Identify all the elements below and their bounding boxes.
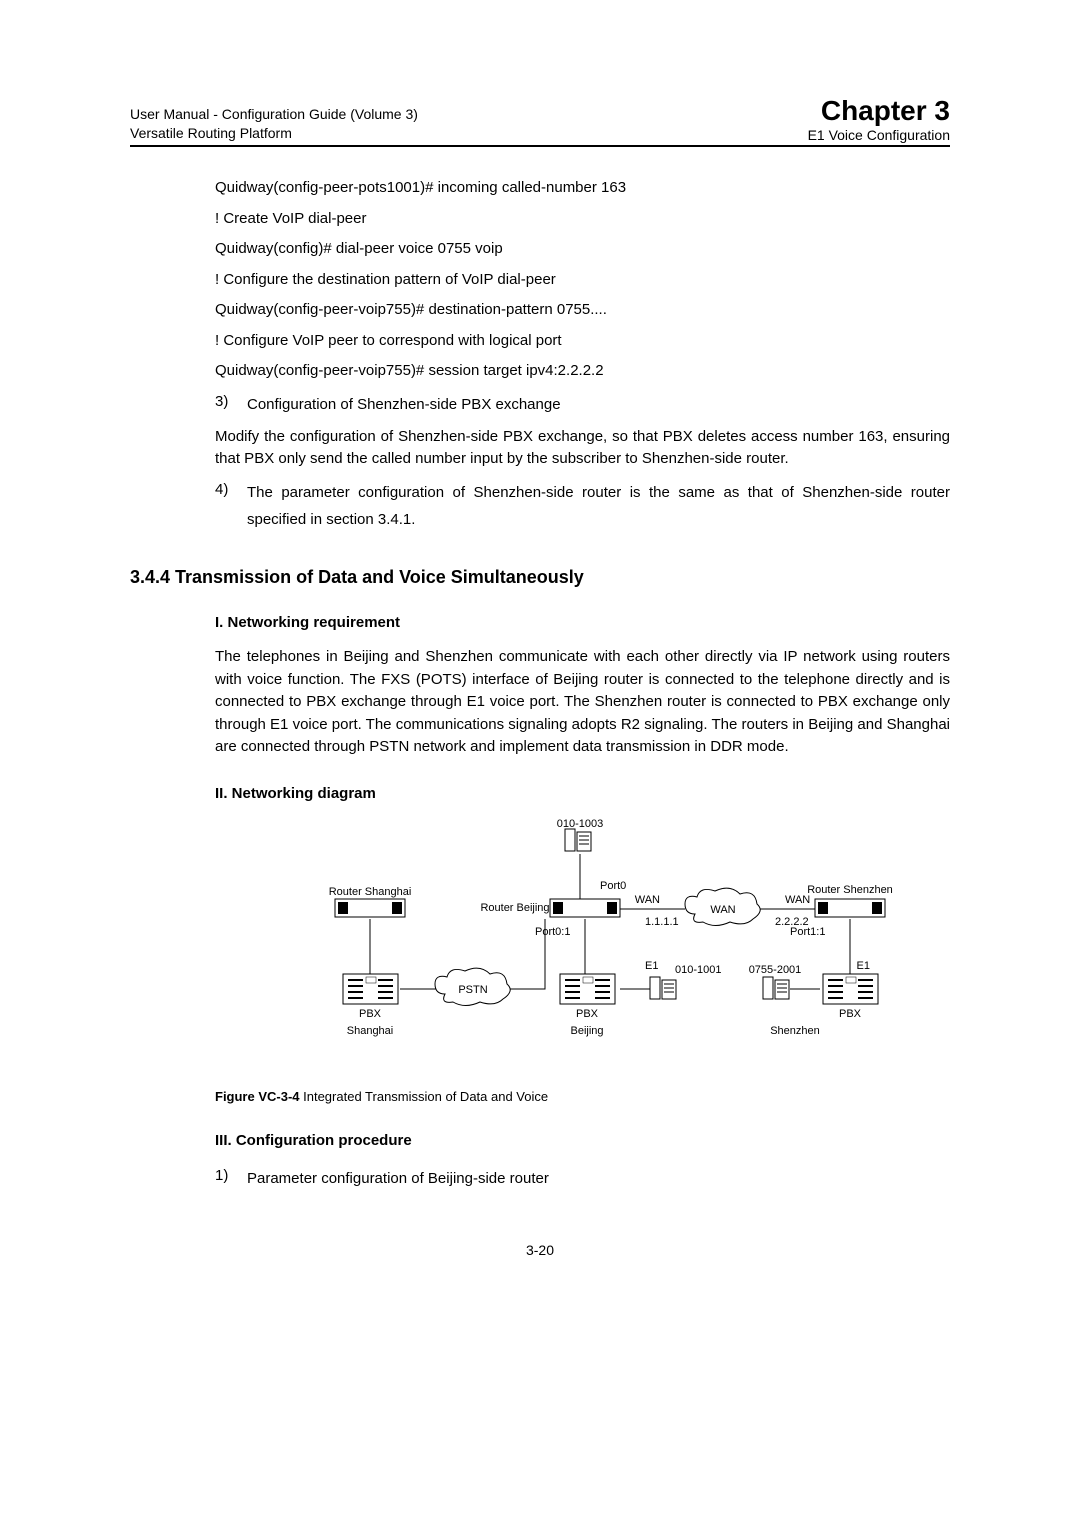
paragraph: The telephones in Beijing and Shenzhen c… xyxy=(215,646,950,759)
comment-line: ! Configure VoIP peer to correspond with… xyxy=(215,330,950,353)
header-platform: Versatile Routing Platform xyxy=(130,124,418,143)
comment-line: ! Configure the destination pattern of V… xyxy=(215,269,950,292)
cmd-line: Quidway(config)# dial-peer voice 0755 vo… xyxy=(215,238,950,261)
wan-label: WAN xyxy=(785,894,810,906)
phone-icon xyxy=(763,977,789,999)
wan-label: WAN xyxy=(710,904,735,916)
subsection-heading: III. Configuration procedure xyxy=(215,1130,950,1153)
wan-label: WAN xyxy=(635,894,660,906)
phone-label: 0755-2001 xyxy=(749,964,802,976)
subsection-heading: II. Networking diagram xyxy=(215,783,950,806)
chapter-subtitle: E1 Voice Configuration xyxy=(808,127,950,143)
list-number: 3) xyxy=(215,391,247,418)
router-icon xyxy=(550,899,620,917)
figure-caption-body: Integrated Transmission of Data and Voic… xyxy=(303,1089,548,1104)
phone-icon xyxy=(565,829,591,851)
pstn-label: PSTN xyxy=(458,984,487,996)
cmd-line: Quidway(config-peer-voip755)# destinatio… xyxy=(215,299,950,322)
router-icon xyxy=(815,899,885,917)
list-number: 4) xyxy=(215,479,247,533)
section-heading: 3.4.4 Transmission of Data and Voice Sim… xyxy=(130,567,950,588)
paragraph: Modify the configuration of Shenzhen-sid… xyxy=(215,426,950,471)
router-label: Router Shanghai xyxy=(329,886,412,898)
page-header: User Manual - Configuration Guide (Volum… xyxy=(130,95,950,147)
figure-caption: Figure VC-3-4 Integrated Transmission of… xyxy=(215,1087,950,1107)
pbx-label: PBX xyxy=(359,1008,382,1020)
network-diagram: 010-1003 Port0 Router Shanghai Router Be… xyxy=(215,819,950,1077)
list-item: 3) Configuration of Shenzhen-side PBX ex… xyxy=(215,391,950,418)
list-item: 4) The parameter configuration of Shenzh… xyxy=(215,479,950,533)
router-icon xyxy=(335,899,405,917)
subsection-heading: I. Networking requirement xyxy=(215,612,950,635)
header-left: User Manual - Configuration Guide (Volum… xyxy=(130,105,418,143)
pbx-icon xyxy=(560,974,615,1004)
pbx-label: PBX xyxy=(576,1008,599,1020)
list-text: Configuration of Shenzhen-side PBX excha… xyxy=(247,391,950,418)
cmd-line: Quidway(config-peer-pots1001)# incoming … xyxy=(215,177,950,200)
header-right: Chapter 3 E1 Voice Configuration xyxy=(808,95,950,143)
body-content: Quidway(config-peer-pots1001)# incoming … xyxy=(215,177,950,533)
router-label: Router Shenzhen xyxy=(807,884,893,896)
list-text: The parameter configuration of Shenzhen-… xyxy=(247,479,950,533)
port-label: Port0 xyxy=(600,880,626,892)
comment-line: ! Create VoIP dial-peer xyxy=(215,208,950,231)
section-content: I. Networking requirement The telephones… xyxy=(215,612,950,1192)
ip-label: 1.1.1.1 xyxy=(645,916,679,928)
chapter-number: Chapter 3 xyxy=(808,95,950,127)
pbx-icon xyxy=(823,974,878,1004)
page-number: 3-20 xyxy=(130,1242,950,1258)
list-item: 1) Parameter configuration of Beijing-si… xyxy=(215,1165,950,1192)
figure-caption-prefix: Figure VC-3-4 xyxy=(215,1089,303,1104)
list-number: 1) xyxy=(215,1165,247,1192)
city-label: Shanghai xyxy=(347,1025,394,1037)
port-label: Port0:1 xyxy=(535,926,570,938)
pbx-label: PBX xyxy=(839,1008,862,1020)
phone-label: 010-1001 xyxy=(675,964,722,976)
city-label: Shenzhen xyxy=(770,1025,820,1037)
port-label: Port1:1 xyxy=(790,926,825,938)
city-label: Beijing xyxy=(570,1025,603,1037)
page: User Manual - Configuration Guide (Volum… xyxy=(130,0,950,1318)
header-manual-title: User Manual - Configuration Guide (Volum… xyxy=(130,105,418,124)
list-text: Parameter configuration of Beijing-side … xyxy=(247,1165,950,1192)
cmd-line: Quidway(config-peer-voip755)# session ta… xyxy=(215,360,950,383)
e1-label: E1 xyxy=(857,960,870,972)
phone-icon xyxy=(650,977,676,999)
router-label: Router Beijing xyxy=(480,902,549,914)
phone-label: 010-1003 xyxy=(557,819,604,830)
pbx-icon xyxy=(343,974,398,1004)
e1-label: E1 xyxy=(645,960,658,972)
